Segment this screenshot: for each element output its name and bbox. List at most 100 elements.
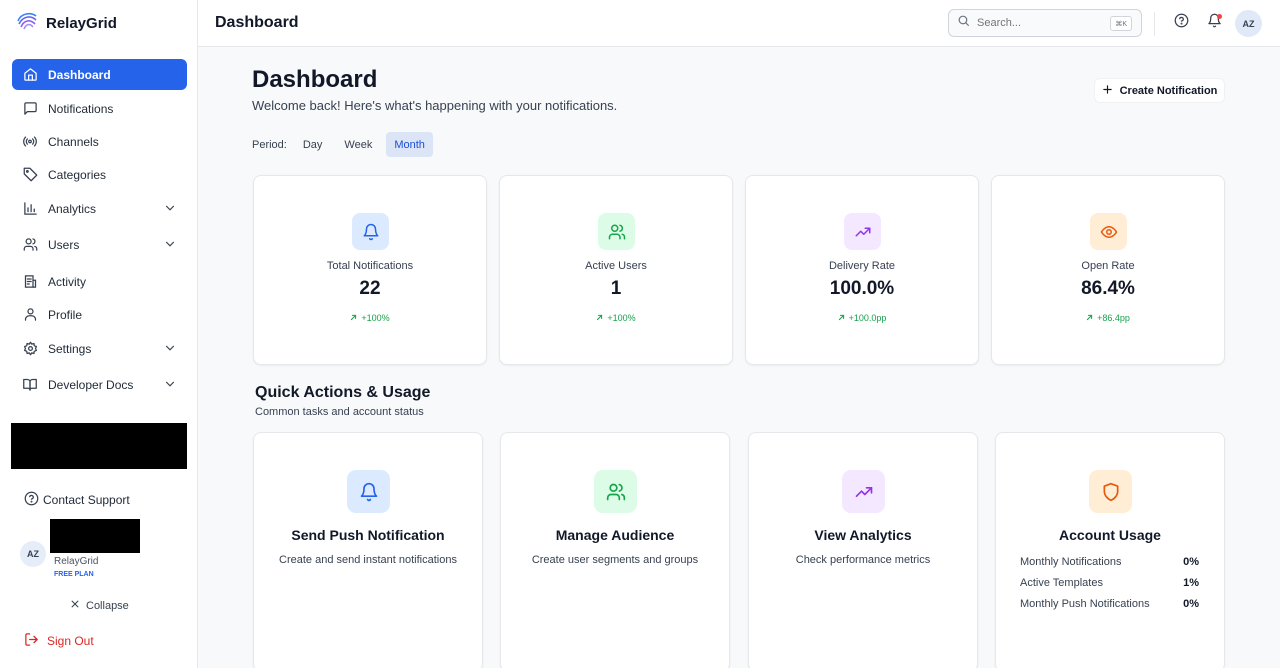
help-circle-icon bbox=[24, 491, 39, 509]
usage-value: 0% bbox=[1183, 556, 1199, 568]
message-square-icon bbox=[22, 101, 38, 117]
quick-action-title: Manage Audience bbox=[555, 527, 675, 543]
usage-label: Monthly Notifications bbox=[1020, 556, 1122, 568]
stat-label: Delivery Rate bbox=[828, 260, 896, 272]
sidebar-item-developer-docs[interactable]: Developer Docs bbox=[12, 369, 187, 400]
users-icon bbox=[598, 213, 635, 250]
notification-dot bbox=[1217, 14, 1222, 19]
create-notification-button[interactable]: Create Notification bbox=[1094, 78, 1225, 103]
quick-action-title: View Analytics bbox=[814, 527, 912, 543]
divider bbox=[1154, 12, 1155, 36]
stat-change: +100% bbox=[254, 313, 486, 323]
home-icon bbox=[22, 67, 38, 83]
quick-action-manage-audience[interactable]: Manage Audience Create user segments and… bbox=[500, 432, 730, 668]
redacted-user-name bbox=[50, 519, 140, 553]
dashboard-heading: Dashboard bbox=[252, 66, 378, 93]
quick-action-description: Check performance metrics bbox=[795, 554, 931, 566]
sign-out-label: Sign Out bbox=[47, 634, 94, 648]
stat-card-total-notifications: Total Notifications 22 +100% bbox=[253, 175, 487, 365]
stat-change-value: +100% bbox=[361, 313, 390, 323]
shield-icon bbox=[1089, 470, 1132, 513]
stat-value: 22 bbox=[359, 278, 381, 299]
sidebar-item-analytics[interactable]: Analytics bbox=[12, 193, 187, 224]
stat-change-value: +86.4pp bbox=[1097, 313, 1130, 323]
stat-label: Active Users bbox=[585, 260, 647, 272]
page-title: Dashboard bbox=[215, 14, 299, 31]
chevron-down-icon[interactable] bbox=[163, 377, 177, 391]
period-day-button[interactable]: Day bbox=[302, 138, 323, 151]
plan-badge: FREE PLAN bbox=[54, 571, 94, 578]
brand-name: RelayGrid bbox=[46, 14, 117, 32]
sidebar-item-notifications[interactable]: Notifications bbox=[12, 93, 187, 124]
stat-label: Total Notifications bbox=[326, 260, 414, 272]
brand[interactable]: RelayGrid bbox=[15, 11, 117, 35]
gear-icon bbox=[22, 341, 38, 357]
activity-log-icon bbox=[22, 274, 38, 290]
keyboard-shortcut-badge: ⌘K bbox=[1110, 16, 1132, 31]
quick-action-description: Create user segments and groups bbox=[531, 554, 699, 566]
period-label: Period: bbox=[252, 138, 287, 151]
sidebar-item-label: Users bbox=[48, 237, 80, 252]
stat-value: 1 bbox=[610, 278, 622, 299]
quick-actions-heading: Quick Actions & Usage bbox=[255, 384, 431, 401]
stat-label: Open Rate bbox=[1081, 260, 1135, 272]
search-box[interactable]: ⌘K bbox=[948, 9, 1142, 37]
sign-out-button[interactable]: Sign Out bbox=[24, 632, 94, 650]
sidebar-item-settings[interactable]: Settings bbox=[12, 333, 187, 364]
redacted-block bbox=[11, 423, 187, 469]
arrow-up-right-icon bbox=[838, 313, 845, 323]
user-org: RelayGrid bbox=[54, 556, 99, 567]
account-usage-card: Account Usage Monthly Notifications 0% A… bbox=[995, 432, 1225, 668]
chevron-down-icon[interactable] bbox=[163, 201, 177, 215]
arrow-up-right-icon bbox=[350, 313, 357, 323]
quick-actions-subtitle: Common tasks and account status bbox=[255, 406, 424, 418]
contact-support-link[interactable]: Contact Support bbox=[24, 491, 130, 509]
sidebar-item-categories[interactable]: Categories bbox=[12, 159, 187, 190]
sidebar-item-users[interactable]: Users bbox=[12, 229, 187, 260]
relaygrid-logo-icon bbox=[15, 10, 39, 37]
avatar[interactable]: AZ bbox=[20, 541, 46, 567]
notifications-button[interactable] bbox=[1205, 13, 1223, 32]
quick-action-view-analytics[interactable]: View Analytics Check performance metrics bbox=[748, 432, 978, 668]
sidebar-item-label: Activity bbox=[48, 274, 87, 289]
quick-action-send-push[interactable]: Send Push Notification Create and send i… bbox=[253, 432, 483, 668]
radio-icon bbox=[22, 134, 38, 150]
help-button[interactable] bbox=[1172, 13, 1190, 32]
stat-change: +100.0pp bbox=[746, 313, 978, 323]
search-input[interactable] bbox=[977, 17, 1107, 29]
account-usage-title: Account Usage bbox=[1059, 527, 1161, 543]
stat-change: +100% bbox=[500, 313, 732, 323]
sidebar-item-label: Developer Docs bbox=[48, 377, 134, 392]
usage-value: 1% bbox=[1183, 577, 1199, 589]
bell-icon bbox=[347, 470, 390, 513]
chevron-down-icon[interactable] bbox=[163, 237, 177, 251]
stat-card-open-rate: Open Rate 86.4% +86.4pp bbox=[991, 175, 1225, 365]
usage-row: Active Templates 1% bbox=[1020, 577, 1199, 591]
sidebar-item-channels[interactable]: Channels bbox=[12, 126, 187, 157]
collapse-button[interactable]: Collapse bbox=[70, 599, 129, 612]
sidebar-item-profile[interactable]: Profile bbox=[12, 299, 187, 330]
create-notification-label: Create Notification bbox=[1119, 84, 1218, 97]
stat-change-value: +100.0pp bbox=[848, 313, 887, 323]
trending-up-icon bbox=[842, 470, 885, 513]
period-week-button[interactable]: Week bbox=[344, 138, 373, 151]
chevron-down-icon[interactable] bbox=[163, 341, 177, 355]
period-month-button[interactable]: Month bbox=[386, 132, 433, 157]
book-open-icon bbox=[22, 377, 38, 393]
stat-value: 86.4% bbox=[1081, 278, 1135, 299]
usage-row: Monthly Push Notifications 0% bbox=[1020, 598, 1199, 612]
arrow-up-right-icon bbox=[1086, 313, 1093, 323]
sidebar-item-label: Analytics bbox=[48, 201, 97, 216]
user-avatar-button[interactable]: AZ bbox=[1235, 10, 1262, 37]
trending-up-icon bbox=[844, 213, 881, 250]
sidebar-item-dashboard[interactable]: Dashboard bbox=[12, 59, 187, 90]
sidebar-item-activity[interactable]: Activity bbox=[12, 266, 187, 297]
collapse-label: Collapse bbox=[86, 599, 129, 612]
welcome-text: Welcome back! Here's what's happening wi… bbox=[252, 98, 618, 113]
usage-label: Monthly Push Notifications bbox=[1020, 598, 1150, 610]
stat-value: 100.0% bbox=[829, 278, 895, 299]
search-icon bbox=[957, 14, 970, 32]
stat-card-active-users: Active Users 1 +100% bbox=[499, 175, 733, 365]
stat-change-value: +100% bbox=[607, 313, 636, 323]
bar-chart-icon bbox=[22, 201, 38, 217]
